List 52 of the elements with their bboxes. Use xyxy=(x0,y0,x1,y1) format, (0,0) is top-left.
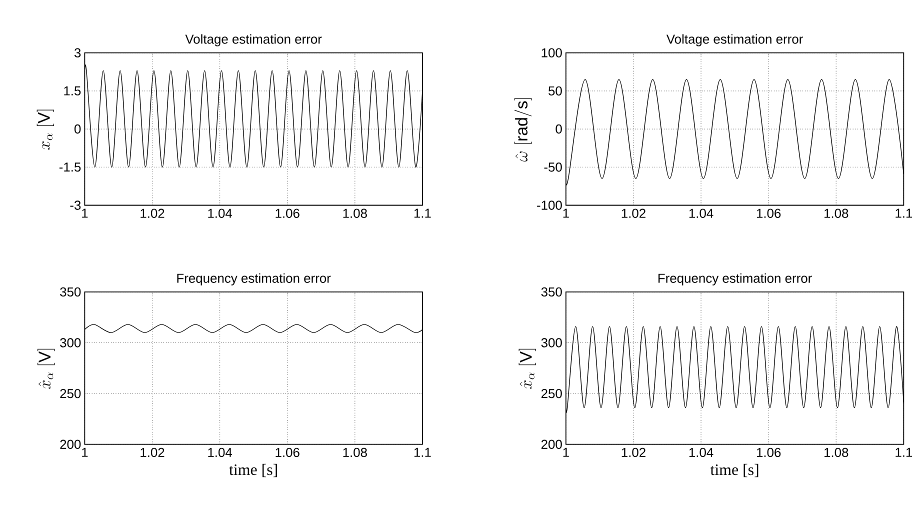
y-tick-label: 350 xyxy=(60,287,81,296)
y-tick-label: 0 xyxy=(556,124,562,134)
x-tick-label: 1.08 xyxy=(343,208,367,218)
x-tick-label: 1 xyxy=(563,208,569,218)
y-axis-title: $x_\alpha\;[\mathrm{V}]$ xyxy=(36,110,54,150)
chart-title: Voltage estimation error xyxy=(666,34,803,46)
y-tick-label: 100 xyxy=(542,48,562,58)
y-tick-label: 300 xyxy=(541,338,562,348)
x-axis-title: time [s] xyxy=(229,464,277,478)
x-tick-label: 1.06 xyxy=(756,448,781,457)
y-tick-label: 0 xyxy=(74,124,81,134)
y-tick-label: -3 xyxy=(70,200,81,210)
y-tick-label: 1.5 xyxy=(64,86,81,96)
x-tick-label: 1.08 xyxy=(343,448,367,457)
x-tick-label: 1.04 xyxy=(208,448,232,457)
chart-title: Frequency estimation error xyxy=(658,273,812,286)
y-tick-label: 50 xyxy=(548,86,562,96)
x-tick-label: 1.04 xyxy=(689,448,714,457)
x-tick-label: 1.08 xyxy=(824,208,848,218)
x-tick-label: 1.02 xyxy=(140,448,164,457)
x-tick-label: 1.02 xyxy=(622,448,646,457)
y-axis-title: $\hat{\omega}\;[\mathrm{rad/s}]$ xyxy=(514,98,532,162)
x-tick-label: 1.02 xyxy=(140,208,164,218)
y-tick-label: 250 xyxy=(541,388,562,398)
y-tick-label: 250 xyxy=(60,388,81,398)
y-tick-label: 300 xyxy=(60,338,81,348)
y-axis-title: $\hat{x}_\alpha\;[\mathrm{V}]$ xyxy=(518,348,536,389)
y-tick-label: 3 xyxy=(74,48,81,58)
x-tick-label: 1.04 xyxy=(208,208,232,218)
x-tick-label: 1.06 xyxy=(276,448,300,457)
x-tick-label: 1.1 xyxy=(414,208,431,218)
chart-title: Frequency estimation error xyxy=(177,273,331,286)
y-tick-label: 350 xyxy=(541,287,562,296)
x-tick-label: 1.1 xyxy=(896,208,912,218)
y-axis-title: $\hat{x}_\alpha\;[\mathrm{V}]$ xyxy=(38,348,55,389)
x-tick-label: 1.06 xyxy=(756,208,781,218)
y-tick-label: -100 xyxy=(537,200,562,210)
x-tick-label: 1.1 xyxy=(414,448,431,457)
x-axis-title: time [s] xyxy=(710,464,758,478)
x-tick-label: 1.06 xyxy=(276,208,300,218)
x-tick-label: 1.1 xyxy=(896,448,912,457)
y-tick-label: -1.5 xyxy=(59,162,81,172)
x-tick-label: 1 xyxy=(82,208,88,218)
chart-title: Voltage estimation error xyxy=(185,34,322,46)
x-tick-label: 1.04 xyxy=(689,208,714,218)
y-tick-label: 200 xyxy=(541,440,562,449)
x-tick-label: 1.08 xyxy=(824,448,848,457)
y-tick-label: -50 xyxy=(544,162,562,172)
x-tick-label: 1 xyxy=(563,448,569,457)
y-tick-label: 200 xyxy=(60,440,81,449)
x-tick-label: 1.02 xyxy=(622,208,646,218)
x-tick-label: 1 xyxy=(82,448,88,457)
